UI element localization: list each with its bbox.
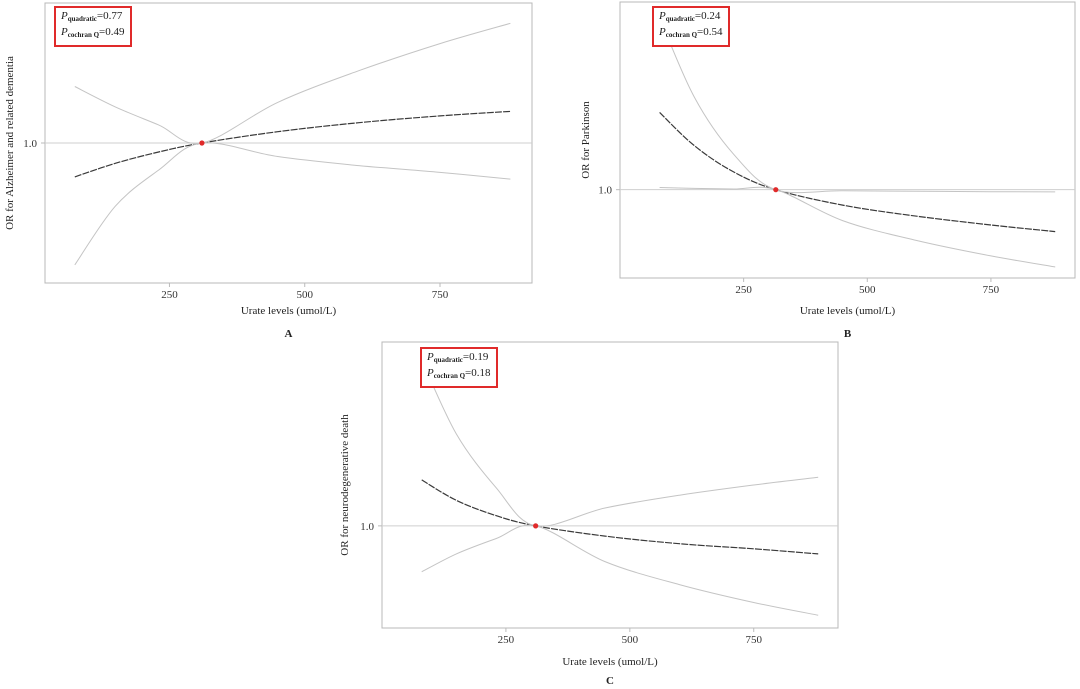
panel-c-ytick-label: 1.0 bbox=[360, 521, 374, 533]
panel-c-stats-box: Pquadratic=0.19 Pcochran Q=0.18 bbox=[420, 347, 498, 388]
panel-a-stat-cochran: Pcochran Q=0.49 bbox=[61, 26, 125, 39]
panel-c-xtick-label: 750 bbox=[745, 634, 762, 646]
panel-a-y-axis-label: OR for Alzheimer and related dementia bbox=[4, 56, 16, 230]
panel-c: 250 500 750 1.0 Urate levels (umol/L) OR for … bbox=[330, 340, 850, 689]
panel-a-xtick-label: 500 bbox=[296, 289, 313, 301]
panel-c-x-axis-label: Urate levels (umol/L) bbox=[562, 656, 658, 668]
panel-a-xtick-label: 750 bbox=[432, 289, 449, 301]
panel-a-series-ci-lower bbox=[74, 142, 511, 266]
panel-c-stat-cochran: Pcochran Q=0.18 bbox=[427, 367, 491, 380]
panel-b-letter: B bbox=[844, 328, 852, 340]
panel-c-letter: C bbox=[606, 675, 614, 687]
panel-b: 250 500 750 1.0 Urate levels (umol/L) OR for … bbox=[575, 0, 1080, 345]
panel-b-reference-point bbox=[773, 187, 779, 193]
panel-c-stat-quadratic: Pquadratic=0.19 bbox=[427, 351, 489, 364]
panel-a-x-axis-label: Urate levels (umol/L) bbox=[241, 305, 337, 317]
panel-b-xtick-label: 250 bbox=[735, 284, 752, 296]
panel-c-series-estimate bbox=[421, 479, 819, 555]
panel-a-ytick-label: 1.0 bbox=[23, 138, 37, 150]
panel-a-reference-point bbox=[199, 140, 205, 146]
panel-b-y-axis-label: OR for Parkinson bbox=[580, 101, 592, 179]
panel-b-stats-box: Pquadratic=0.24 Pcochran Q=0.54 bbox=[652, 6, 730, 47]
panel-a-letter: A bbox=[285, 328, 293, 340]
panel-c-plot-frame bbox=[381, 341, 839, 629]
panel-c-series-ci-upper bbox=[421, 359, 819, 527]
panel-c-reference-point bbox=[533, 523, 539, 529]
panel-b-series-ci-lower bbox=[659, 186, 1056, 268]
panel-b-x-axis-label: Urate levels (umol/L) bbox=[800, 305, 896, 317]
panel-b-stat-cochran: Pcochran Q=0.54 bbox=[659, 26, 723, 39]
panel-b-plot-frame bbox=[619, 1, 1076, 279]
panel-a: 250 500 750 1.0 Urate levels (umol/L) OR for … bbox=[0, 0, 545, 345]
panel-c-y-axis-label: OR for neurodegenerative death bbox=[339, 414, 351, 556]
panel-b-series-ci-upper bbox=[659, 17, 1056, 194]
panel-c-series-ci-lower bbox=[421, 524, 819, 616]
panel-b-ytick-label: 1.0 bbox=[598, 185, 612, 197]
panel-c-xtick-label: 500 bbox=[622, 634, 639, 646]
panel-b-xtick-label: 500 bbox=[859, 284, 876, 296]
panel-c-svg: 250 500 750 1.0 Urate levels (umol/L) OR for … bbox=[339, 341, 839, 687]
panel-a-svg: 250 500 750 1.0 Urate levels (umol/L) OR for … bbox=[4, 2, 533, 340]
panel-a-stats-box: Pquadratic=0.77 Pcochran Q=0.49 bbox=[54, 6, 132, 47]
panel-b-svg: 250 500 750 1.0 Urate levels (umol/L) OR for … bbox=[580, 1, 1076, 340]
panel-a-series-ci-upper bbox=[74, 22, 511, 145]
panel-b-xtick-label: 750 bbox=[983, 284, 1000, 296]
panel-a-stat-quadratic: Pquadratic=0.77 bbox=[61, 10, 123, 23]
panel-a-xtick-label: 250 bbox=[161, 289, 178, 301]
panel-c-xtick-label: 250 bbox=[498, 634, 515, 646]
panel-b-stat-quadratic: Pquadratic=0.24 bbox=[659, 10, 721, 23]
panel-a-series-estimate bbox=[74, 110, 511, 178]
panel-b-series-estimate bbox=[659, 111, 1056, 233]
